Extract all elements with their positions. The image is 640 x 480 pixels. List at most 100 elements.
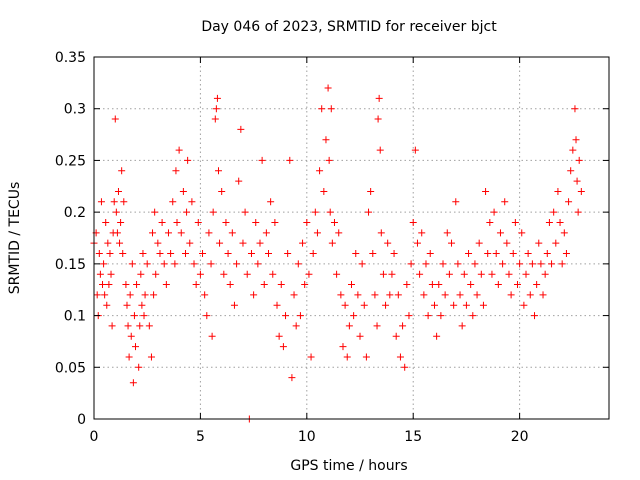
data-point-marker xyxy=(150,291,158,299)
data-point-marker xyxy=(152,270,160,278)
data-point-marker xyxy=(104,239,112,247)
data-point-marker xyxy=(182,250,190,258)
data-point-marker xyxy=(292,322,300,330)
data-point-marker xyxy=(567,167,575,175)
data-point-marker xyxy=(362,353,370,361)
data-point-marker xyxy=(95,250,103,258)
data-point-marker xyxy=(267,198,275,206)
data-point-marker xyxy=(345,322,353,330)
data-point-marker xyxy=(133,281,141,289)
data-point-marker xyxy=(574,208,582,216)
data-point-marker xyxy=(214,167,222,175)
y-tick-label: 0.25 xyxy=(55,153,86,169)
data-point-marker xyxy=(303,218,311,226)
data-point-marker xyxy=(140,312,148,320)
data-point-marker xyxy=(403,281,411,289)
data-point-marker xyxy=(488,270,496,278)
data-point-marker xyxy=(390,250,398,258)
data-point-marker xyxy=(102,218,110,226)
data-point-marker xyxy=(158,218,166,226)
data-point-marker xyxy=(571,105,579,113)
data-point-marker xyxy=(160,260,168,268)
data-point-marker xyxy=(413,239,421,247)
data-point-marker xyxy=(126,291,134,299)
data-point-marker xyxy=(111,115,119,123)
data-point-marker xyxy=(377,229,385,237)
data-point-marker xyxy=(288,374,296,382)
data-point-marker xyxy=(117,218,125,226)
data-point-marker xyxy=(541,270,549,278)
data-point-marker xyxy=(426,250,434,258)
data-point-marker xyxy=(96,270,104,278)
data-point-marker xyxy=(149,229,157,237)
data-point-marker xyxy=(382,301,390,309)
data-point-marker xyxy=(386,291,394,299)
data-point-marker xyxy=(131,343,139,351)
data-point-marker xyxy=(301,281,309,289)
data-point-marker xyxy=(460,270,468,278)
data-point-marker xyxy=(467,281,475,289)
data-point-marker xyxy=(101,291,109,299)
data-point-marker xyxy=(311,208,319,216)
data-point-marker xyxy=(208,332,216,340)
data-point-marker xyxy=(369,250,377,258)
data-point-marker xyxy=(120,198,128,206)
data-point-marker xyxy=(322,136,330,144)
data-point-marker xyxy=(503,239,511,247)
data-point-marker xyxy=(531,312,539,320)
data-point-marker xyxy=(490,208,498,216)
grid-lines xyxy=(94,57,609,419)
data-point-marker xyxy=(435,281,443,289)
data-point-marker xyxy=(129,379,137,387)
data-point-marker xyxy=(556,218,564,226)
data-point-marker xyxy=(105,281,113,289)
data-point-marker xyxy=(252,218,260,226)
data-point-marker xyxy=(505,270,513,278)
data-point-marker xyxy=(250,291,258,299)
data-point-marker xyxy=(520,301,528,309)
data-point-marker xyxy=(213,94,221,102)
data-point-marker xyxy=(388,270,396,278)
data-point-marker xyxy=(348,281,355,289)
x-tick-label: 0 xyxy=(90,429,99,445)
data-point-marker xyxy=(169,198,177,206)
data-point-marker xyxy=(201,291,209,299)
data-point-marker xyxy=(394,291,402,299)
data-point-marker xyxy=(477,270,485,278)
data-point-marker xyxy=(286,156,294,164)
data-point-marker xyxy=(179,187,187,195)
data-point-marker xyxy=(313,229,321,237)
data-point-marker xyxy=(211,115,219,123)
data-point-marker xyxy=(371,291,379,299)
data-point-marker xyxy=(116,239,124,247)
data-point-marker xyxy=(569,146,577,154)
data-point-marker xyxy=(409,218,417,226)
data-point-marker xyxy=(528,260,536,268)
data-point-marker xyxy=(396,353,404,361)
data-point-marker xyxy=(154,239,162,247)
data-point-marker xyxy=(100,260,108,268)
data-point-marker xyxy=(224,250,232,258)
data-point-marker xyxy=(147,353,155,361)
data-point-marker xyxy=(141,291,149,299)
data-point-marker xyxy=(123,301,131,309)
data-point-marker xyxy=(230,301,238,309)
data-point-marker xyxy=(433,332,441,340)
data-point-marker xyxy=(469,312,477,320)
data-point-marker xyxy=(243,270,251,278)
data-point-marker xyxy=(392,332,400,340)
data-point-marker xyxy=(277,281,285,289)
data-point-marker xyxy=(482,187,490,195)
data-point-marker xyxy=(428,281,436,289)
data-point-marker xyxy=(558,260,566,268)
data-point-marker xyxy=(233,260,241,268)
data-point-marker xyxy=(275,332,283,340)
data-point-marker xyxy=(172,167,180,175)
data-point-marker xyxy=(473,291,481,299)
data-point-marker xyxy=(258,156,266,164)
y-tick-label: 0.15 xyxy=(55,257,86,273)
axis-ticks: 0 0.05 0.1 0.15 0.2 0.25 0.3 0.35 0 5 10 15 20 xyxy=(55,50,609,445)
data-point-marker xyxy=(407,260,415,268)
data-point-marker xyxy=(411,146,419,154)
